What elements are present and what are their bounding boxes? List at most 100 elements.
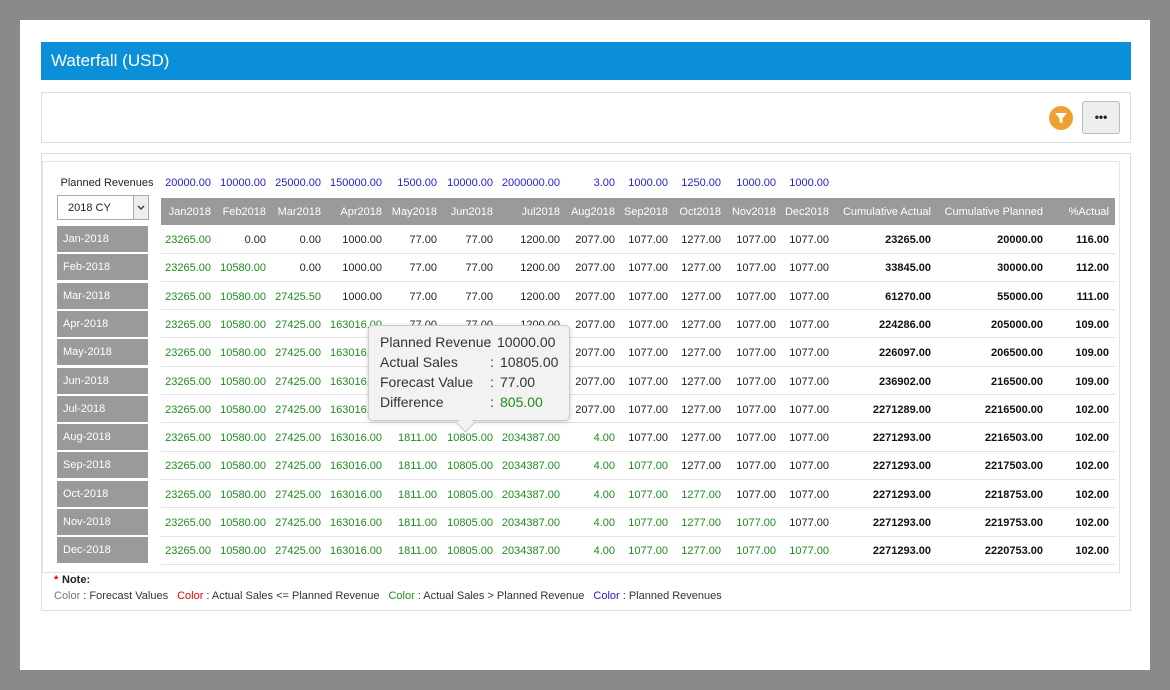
cell: 1077.00 — [789, 517, 829, 529]
legend-text: : Forecast Values — [83, 590, 169, 602]
cell: 1077.00 — [789, 403, 829, 416]
cell: 102.00 — [1075, 517, 1109, 529]
cell: 1077.00 — [736, 347, 776, 360]
cell: 109.00 — [1075, 375, 1109, 388]
column-header: May2018 — [391, 206, 437, 218]
column-header: Oct2018 — [679, 206, 721, 218]
cell: 1077.00 — [789, 234, 829, 246]
cell: 27425.00 — [275, 403, 321, 416]
cell: 2219753.00 — [984, 517, 1043, 529]
cell: 1277.00 — [681, 290, 721, 303]
planned-value: 3.00 — [593, 177, 615, 189]
cell: 2034387.00 — [501, 488, 560, 501]
tooltip-value: 805.00 — [500, 394, 543, 410]
chevron — [137, 205, 145, 210]
planned-value: 20000.00 — [165, 177, 211, 189]
cell: 4.00 — [593, 488, 615, 501]
cell: 1277.00 — [681, 545, 721, 558]
cell: 1077.00 — [789, 432, 829, 445]
row-divider — [161, 280, 1115, 282]
cell: 23265.00 — [165, 375, 211, 388]
tooltip: Planned Revenue:10000.00 Actual Sales:108… — [368, 325, 570, 421]
cell: 1077.00 — [736, 488, 776, 501]
table-frame — [42, 161, 1120, 573]
cell: 1277.00 — [681, 403, 721, 416]
tooltip-label: Difference — [380, 394, 444, 410]
column-header: Cumulative Actual — [842, 206, 931, 218]
cell: 0.00 — [244, 234, 266, 246]
note-marker: * — [54, 574, 59, 586]
planned-value: 1000.00 — [628, 177, 668, 189]
cell: 1077.00 — [628, 432, 668, 445]
cell: 1277.00 — [681, 517, 721, 529]
cell: 102.00 — [1075, 545, 1109, 558]
cell: 20000.00 — [997, 234, 1043, 246]
row-label: Oct-2018 — [57, 480, 148, 507]
cell: 163016.00 — [330, 460, 382, 473]
planned-value: 1500.00 — [397, 177, 437, 189]
row-divider — [161, 309, 1115, 311]
cell: 2220753.00 — [984, 545, 1043, 558]
cell: 23265.00 — [165, 488, 211, 501]
cell: 102.00 — [1075, 403, 1109, 416]
column-header: Aug2018 — [570, 206, 615, 218]
legend-swatch: Color — [177, 590, 204, 602]
cell: 10580.00 — [220, 375, 266, 388]
cell: 1077.00 — [628, 234, 668, 246]
cell: 10805.00 — [447, 488, 493, 501]
header-row — [161, 198, 1115, 225]
tooltip-separator: : — [490, 374, 494, 390]
cell: 2216503.00 — [984, 432, 1043, 445]
cell: 27425.00 — [275, 318, 321, 331]
cell: 23265.00 — [165, 347, 211, 360]
cell: 33845.00 — [885, 262, 931, 275]
filter-button[interactable] — [1049, 106, 1073, 130]
cell: 163016.00 — [330, 517, 382, 529]
cell: 1277.00 — [681, 262, 721, 275]
toolbar: ••• — [41, 92, 1131, 143]
cell: 23265.00 — [165, 290, 211, 303]
cell: 77.00 — [465, 290, 493, 303]
cell: 109.00 — [1075, 318, 1109, 331]
cell: 2218753.00 — [984, 488, 1043, 501]
cell: 1077.00 — [736, 318, 776, 331]
cell: 4.00 — [593, 545, 615, 558]
year-select[interactable]: 2018 CY — [57, 195, 149, 220]
note: * Note: Color: Forecast Values Color: Actua… — [54, 574, 854, 606]
cell: 1077.00 — [736, 375, 776, 388]
cell: 10580.00 — [220, 347, 266, 360]
legend-text: : Actual Sales <= Planned Revenue — [206, 590, 380, 602]
cell: 2077.00 — [575, 403, 615, 416]
cell: 2077.00 — [575, 262, 615, 275]
cell: 27425.00 — [275, 432, 321, 445]
tooltip-separator: : — [490, 354, 494, 370]
cell: 1077.00 — [736, 403, 776, 416]
column-header: Dec2018 — [784, 206, 829, 218]
cell: 10805.00 — [447, 545, 493, 558]
cell: 1077.00 — [789, 460, 829, 473]
legend-swatch: Color — [388, 590, 415, 602]
cell: 206500.00 — [991, 347, 1043, 360]
cell: 2271293.00 — [872, 545, 931, 558]
cell: 10580.00 — [220, 488, 266, 501]
row-label: Sep-2018 — [57, 452, 148, 479]
cell: 102.00 — [1075, 432, 1109, 445]
cell: 0.00 — [299, 262, 321, 275]
cell: 4.00 — [593, 432, 615, 445]
column-header: Jun2018 — [450, 206, 493, 218]
row-divider — [161, 252, 1115, 254]
cell: 116.00 — [1075, 234, 1109, 246]
cell: 2217503.00 — [984, 460, 1043, 473]
menu-button[interactable]: ••• — [1082, 101, 1120, 134]
column-header: %Actual — [1068, 206, 1109, 218]
cell: 109.00 — [1075, 347, 1109, 360]
legend-item: Color: Forecast Values — [54, 590, 168, 602]
cell: 1000.00 — [342, 290, 382, 303]
column-header: Jul2018 — [521, 206, 560, 218]
tooltip-value: 10000.00 — [497, 334, 556, 350]
legend-swatch: Color — [54, 590, 81, 602]
cell: 23265.00 — [165, 545, 211, 558]
legend-item: Color: Actual Sales > Planned Revenue — [388, 590, 584, 602]
cell: 1077.00 — [789, 545, 829, 558]
planned-value: 10000.00 — [220, 177, 266, 189]
